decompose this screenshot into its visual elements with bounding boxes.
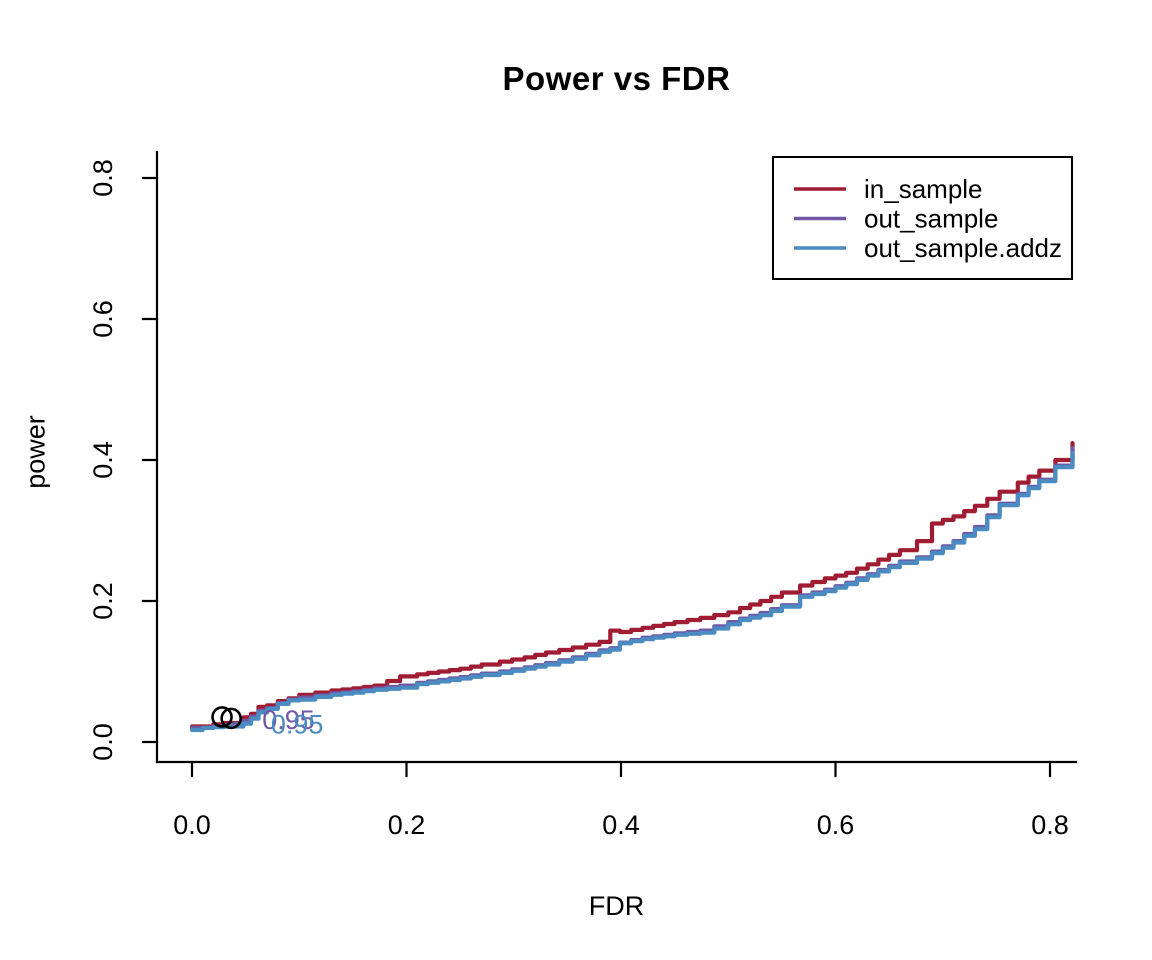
legend-item: out_sample.addz <box>794 233 1062 263</box>
y-tick-label: 0.2 <box>88 582 118 620</box>
x-tick-label: 0.2 <box>388 810 426 840</box>
legend-item: in_sample <box>794 174 983 204</box>
series-curve-in_sample <box>189 441 1075 729</box>
series-path <box>189 450 1075 733</box>
x-tick-label: 0.6 <box>817 810 855 840</box>
x-tick-label: 0.0 <box>173 810 211 840</box>
legend-item: out_sample <box>794 204 998 234</box>
threshold-label: 0.95 <box>271 709 324 739</box>
x-axis: 0.0 0.2 0.4 0.6 0.8 <box>155 760 1078 840</box>
series-path <box>189 445 1075 730</box>
legend-label: in_sample <box>864 174 983 204</box>
annotation-markers <box>211 706 242 730</box>
legend-label: out_sample.addz <box>864 233 1062 263</box>
series-curve-out_sample.addz <box>189 450 1075 733</box>
x-axis-label: FDR <box>588 891 645 921</box>
y-tick-label: 0.4 <box>88 441 118 479</box>
series-curve-out_sample <box>189 445 1075 730</box>
x-tick-label: 0.4 <box>602 810 640 840</box>
chart-title: Power vs FDR <box>502 60 731 97</box>
y-axis: 0.0 0.2 0.4 0.6 0.8 <box>88 150 159 764</box>
y-tick-label: 0.0 <box>88 723 118 761</box>
threshold-label: 0.95 <box>262 705 315 735</box>
threshold-marker-circle <box>211 706 233 728</box>
y-tick-label: 0.6 <box>88 300 118 338</box>
annotation-labels: 0.950.95 <box>262 705 323 739</box>
x-tick-label: 0.8 <box>1031 810 1069 840</box>
series-path <box>189 441 1075 729</box>
y-tick-label: 0.8 <box>88 159 118 197</box>
legend-label: out_sample <box>864 204 998 234</box>
threshold-marker-circle <box>220 707 242 730</box>
